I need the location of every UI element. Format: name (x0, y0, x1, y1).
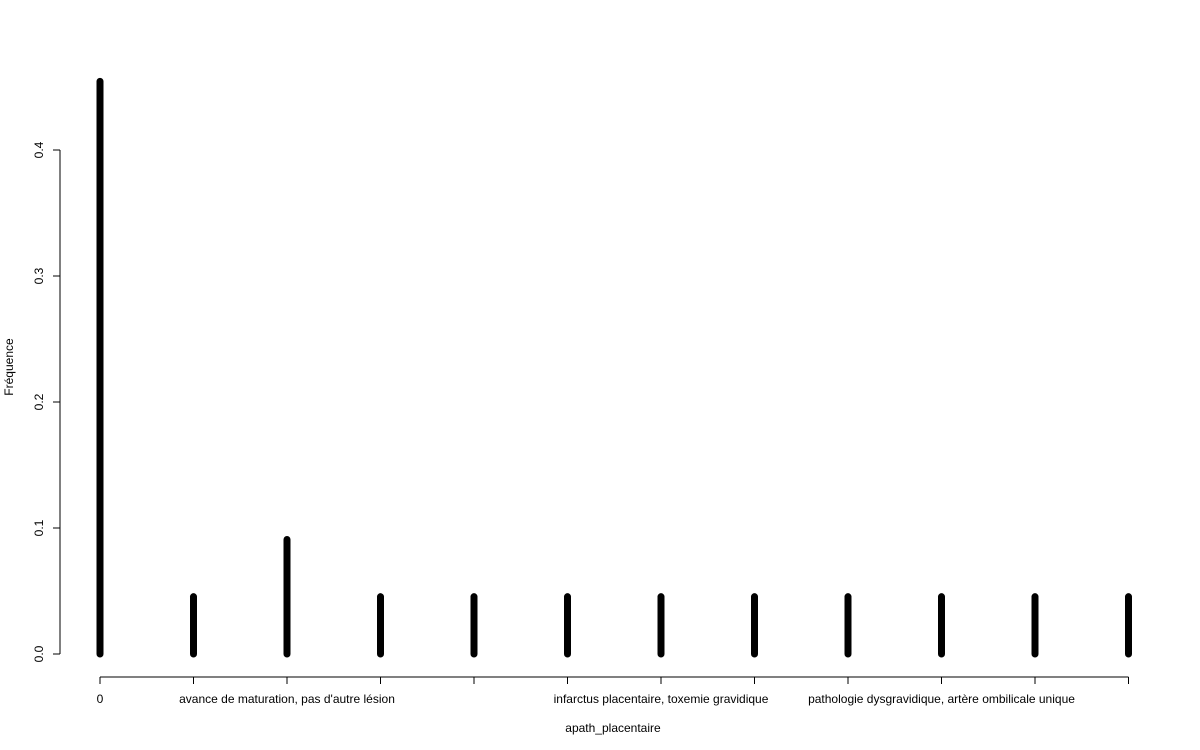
x-tick-label: avance de maturation, pas d'autre lésion (179, 692, 395, 706)
x-tick-label: infarctus placentaire, toxemie gravidiqu… (554, 692, 769, 706)
x-tick-label: 0 (97, 692, 104, 706)
y-tick-label: 0.2 (32, 393, 46, 410)
bars (96, 77, 1132, 658)
x-tick-label: pathologie dysgravidique, artère ombilic… (808, 692, 1075, 706)
y-axis: 0.0 0.1 0.2 0.3 0.4 (32, 141, 61, 662)
x-axis-label: apath_placentaire (565, 721, 661, 735)
y-tick-label: 0.4 (32, 141, 46, 158)
y-tick-label: 0.1 (32, 519, 46, 536)
y-axis-label: Fréquence (2, 338, 16, 396)
y-tick-label: 0.0 (32, 645, 46, 662)
x-axis: 0 avance de maturation, pas d'autre lésio… (97, 676, 1129, 706)
y-tick-label: 0.3 (32, 267, 46, 284)
